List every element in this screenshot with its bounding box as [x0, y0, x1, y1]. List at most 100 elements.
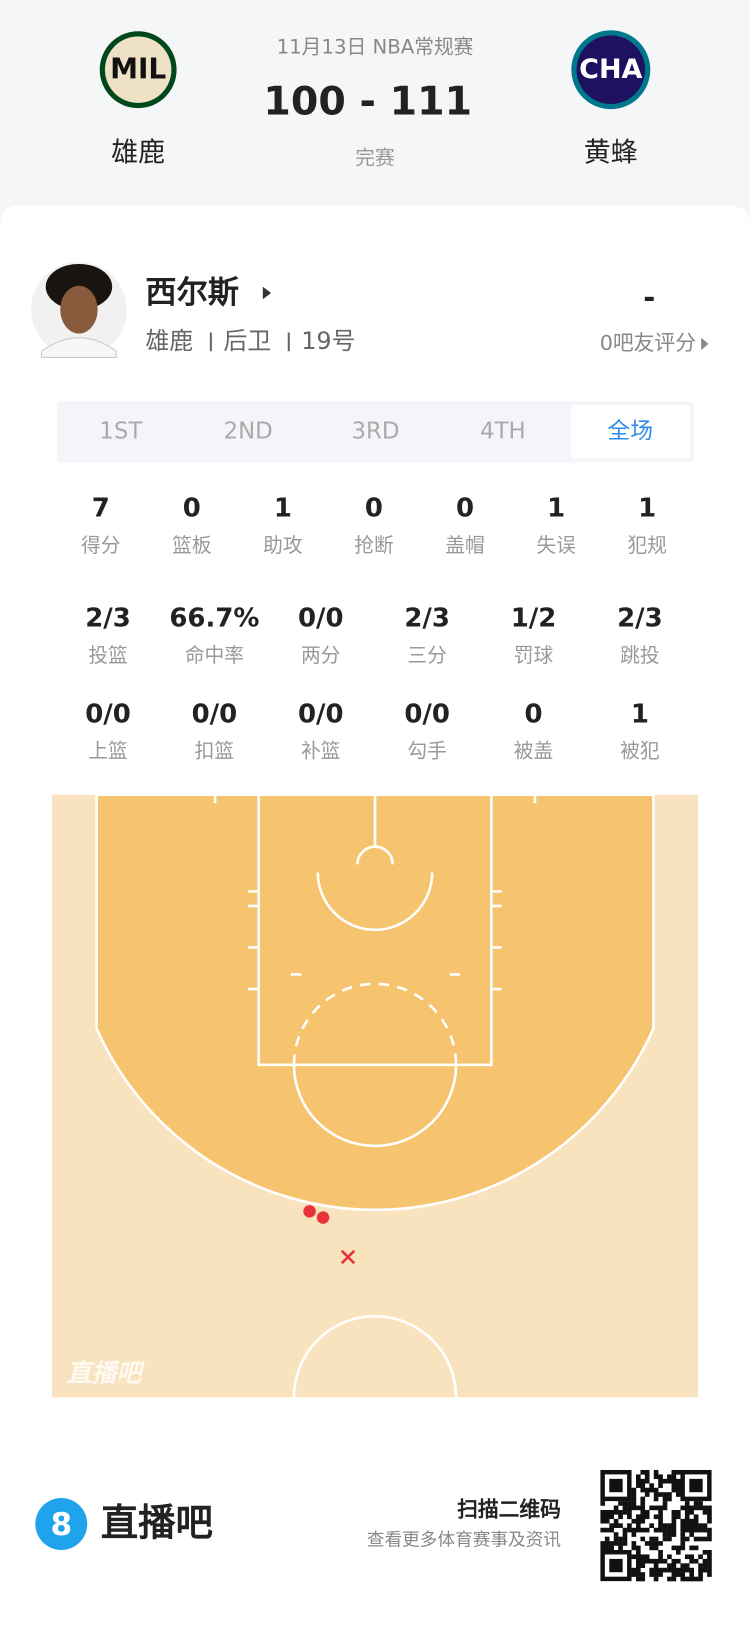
qr-module — [680, 1572, 686, 1577]
qr-module — [653, 1487, 659, 1493]
qr-module — [667, 1478, 672, 1484]
scan-subtitle: 查看更多体育赛事及资讯 — [367, 1530, 561, 1551]
qr-module — [667, 1567, 672, 1573]
qr-module — [635, 1483, 641, 1488]
qr-module — [649, 1541, 654, 1546]
qr-module — [604, 1541, 610, 1546]
qr-module — [627, 1501, 632, 1506]
tab[interactable]: 1ST — [99, 419, 143, 445]
qr-module — [631, 1545, 637, 1551]
qr-module — [707, 1567, 712, 1573]
qr-module — [640, 1558, 646, 1564]
avatar-jersey — [41, 337, 117, 358]
qr-module — [618, 1523, 623, 1528]
qr-module — [689, 1532, 694, 1537]
qr-module — [640, 1576, 646, 1582]
qr-module — [631, 1554, 637, 1560]
stat-value: 0/0 — [85, 699, 131, 729]
qr-module — [707, 1536, 712, 1542]
qr-module — [635, 1554, 641, 1560]
qr-module — [653, 1536, 659, 1542]
qr-module — [649, 1487, 654, 1493]
qr-module — [653, 1567, 659, 1573]
qr-module — [600, 1501, 606, 1506]
qr-module — [649, 1572, 654, 1577]
qr-module — [640, 1572, 646, 1577]
qr-module — [600, 1518, 606, 1524]
rating: - — [643, 280, 655, 314]
stat-label: 补篮 — [301, 740, 340, 763]
qr-module — [609, 1523, 614, 1528]
qr-module — [671, 1487, 677, 1493]
qr-module — [609, 1541, 614, 1546]
stat-value: 2/3 — [617, 604, 663, 634]
qr-module — [604, 1518, 610, 1524]
qr-module — [675, 1487, 681, 1493]
qr-module — [618, 1501, 623, 1506]
qr-module — [671, 1478, 677, 1484]
qr-module — [671, 1514, 677, 1520]
qr-module — [613, 1532, 619, 1537]
qr-module — [684, 1523, 690, 1528]
qr-module — [671, 1518, 677, 1524]
rating-arrow[interactable] — [701, 337, 709, 351]
qr-module — [680, 1518, 686, 1524]
qr-module — [604, 1536, 610, 1542]
stat-value: 66.7% — [169, 604, 259, 634]
qr-module — [675, 1567, 681, 1573]
ft-circle-bottom — [292, 1064, 458, 1148]
stat-label: 被犯 — [620, 740, 660, 763]
tabs: 1ST 2ND 3RD 4TH 全场 — [99, 405, 690, 459]
qr-module — [680, 1541, 686, 1546]
qr-module — [609, 1509, 614, 1515]
stat-label: 投篮 — [88, 644, 127, 667]
qr-module — [702, 1523, 708, 1528]
qr-module — [631, 1487, 637, 1493]
qr-module — [604, 1545, 610, 1551]
rating-count[interactable]: 0吧友评分 — [600, 331, 696, 355]
name-arrow[interactable] — [262, 286, 272, 300]
qr-module — [693, 1527, 699, 1533]
tab[interactable]: 全场 — [607, 419, 653, 445]
shot-missed — [340, 1249, 356, 1265]
player-name[interactable]: 西尔斯 — [145, 275, 238, 311]
qr-module — [689, 1576, 694, 1582]
qr-module — [653, 1492, 659, 1497]
qr-module — [684, 1527, 690, 1533]
qr-module — [684, 1514, 690, 1520]
stat-label: 上篮 — [88, 740, 127, 763]
qr-module — [635, 1478, 641, 1484]
qr-module — [631, 1527, 637, 1533]
qr-module — [644, 1527, 650, 1533]
stat-value: 2/3 — [85, 604, 131, 634]
qr-module — [658, 1558, 663, 1564]
qr-module — [689, 1527, 694, 1533]
qr-module — [675, 1469, 681, 1475]
qr-module — [693, 1501, 699, 1506]
qr-module — [658, 1554, 663, 1560]
qr-module — [658, 1518, 663, 1524]
tab-active-bg[interactable] — [570, 405, 690, 459]
qr-module — [644, 1478, 650, 1484]
qr-module — [680, 1576, 686, 1582]
away-name: 黄蜂 — [584, 137, 638, 168]
home-name: 雄鹿 — [111, 137, 165, 168]
tab[interactable]: 4TH — [480, 419, 526, 445]
qr-module — [627, 1514, 632, 1520]
tab[interactable]: 3RD — [352, 419, 400, 445]
qr-module — [707, 1549, 712, 1555]
tab[interactable]: 2ND — [224, 419, 273, 445]
qr-module — [631, 1496, 637, 1502]
stat-label: 盖帽 — [445, 534, 484, 557]
qr-module — [653, 1541, 659, 1546]
stat-value: 7 — [92, 494, 110, 524]
stat-label: 篮板 — [172, 534, 212, 557]
qr-finder-core — [689, 1478, 703, 1493]
qr-module — [689, 1509, 694, 1515]
qr-module — [649, 1536, 654, 1542]
qr-module — [693, 1536, 699, 1542]
stat-value: 0 — [365, 494, 383, 524]
qr-module — [707, 1518, 712, 1524]
qr-module — [675, 1558, 681, 1564]
qr-module — [609, 1545, 614, 1551]
